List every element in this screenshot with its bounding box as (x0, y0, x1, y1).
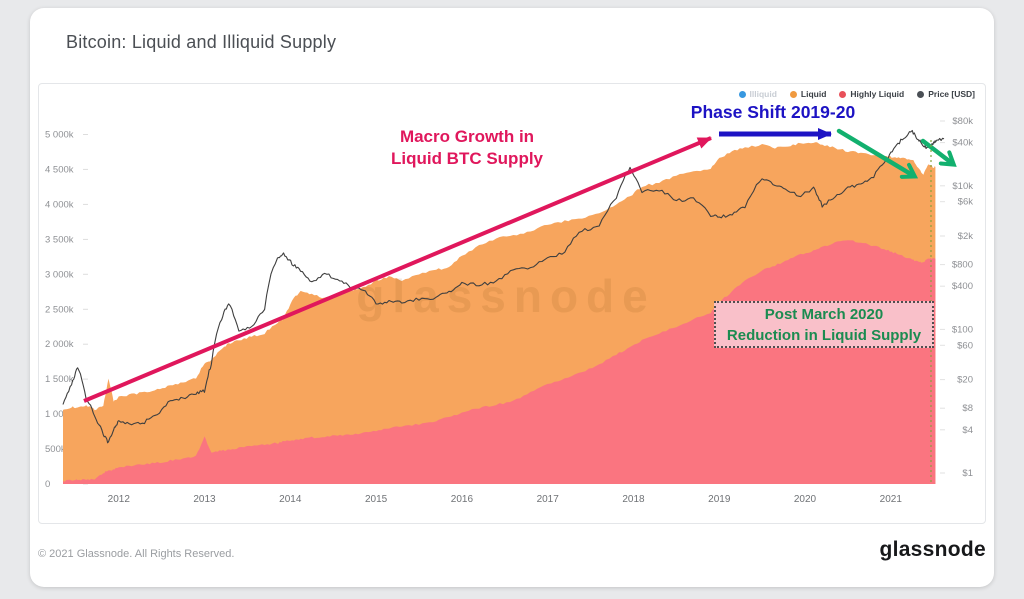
x-axis-tick: 2012 (108, 494, 131, 505)
x-axis-tick: 2018 (622, 494, 645, 505)
left-axis-tick: 4 500k (45, 164, 74, 175)
legend-item-liquid[interactable]: Liquid (789, 89, 827, 99)
legend-item-highly-liquid[interactable]: Highly Liquid (839, 89, 904, 99)
right-axis-tick: $20 (957, 375, 973, 386)
highly-liquid-legend-label: Highly Liquid (850, 89, 905, 99)
annotation-post-march-box: Post March 2020 Reduction in Liquid Supp… (714, 301, 934, 348)
left-axis-tick: 2 000k (45, 339, 74, 350)
copyright-text: © 2021 Glassnode. All Rights Reserved. (38, 548, 235, 560)
highly-liquid-area (63, 240, 936, 484)
legend-item-illiquid[interactable]: Illiquid (738, 89, 777, 99)
annotation-macro-growth: Macro Growth in Liquid BTC Supply (367, 126, 567, 170)
price-usd-legend-label: Price [USD] (928, 89, 975, 99)
glassnode-logo: glassnode (879, 538, 986, 561)
right-axis-tick: $800 (952, 260, 973, 271)
chart-legend: Illiquid Liquid Highly Liquid Price [USD] (738, 89, 975, 99)
right-axis-tick: $40k (952, 138, 973, 149)
right-axis-tick: $6k (958, 197, 974, 208)
chart-panel: 0 500k 1 000k 1 500k 2 000k 2 500k 3 000k 3 500… (38, 83, 986, 524)
right-axis-tick: $8 (962, 403, 973, 414)
right-axis-tick: $2k (958, 231, 974, 242)
page-title: Bitcoin: Liquid and Illiquid Supply (66, 32, 337, 52)
x-axis-tick: 2014 (279, 494, 302, 505)
x-axis-tick: 2017 (537, 494, 560, 505)
annotation-macro-line1: Macro Growth in (399, 127, 535, 146)
x-axis-tick: 2016 (451, 494, 474, 505)
left-axis-tick: 1 000k (45, 409, 74, 420)
annotation-phase-shift: Phase Shift 2019-20 (690, 102, 856, 122)
annotation-post-march-line2: Reduction in Liquid Supply (726, 327, 922, 344)
liquid-legend-dot (789, 90, 797, 98)
left-axis-tick: 5 000k (45, 130, 74, 141)
left-axis-tick: 4 000k (45, 199, 74, 210)
highly-liquid-legend-dot (839, 90, 847, 98)
right-axis-tick: $60 (957, 340, 973, 351)
left-axis-tick: 3 000k (45, 269, 74, 280)
left-axis-tick: 500k (45, 444, 66, 455)
glassnode-watermark: glassnode (356, 270, 656, 322)
annotation-post-march-line1: Post March 2020 (764, 306, 884, 323)
illiquid-legend-dot (738, 90, 746, 98)
right-axis-tick: $80k (952, 116, 973, 127)
x-axis-tick: 2015 (365, 494, 388, 505)
annotation-macro-line2: Liquid BTC Supply (390, 149, 544, 168)
right-axis-tick: $400 (952, 281, 973, 292)
x-axis-tick: 2020 (794, 494, 817, 505)
illiquid-legend-label: Illiquid (749, 89, 777, 99)
chart-card: Bitcoin: Liquid and Illiquid Supply 0 500… (30, 8, 994, 587)
right-axis-tick: $10k (952, 181, 973, 192)
legend-item-price-usd[interactable]: Price [USD] (917, 89, 975, 99)
reduction-arrow-right (920, 138, 957, 167)
x-axis-tick: 2013 (193, 494, 216, 505)
left-axis-tick: 0 (45, 479, 50, 490)
chart-svg: 0 500k 1 000k 1 500k 2 000k 2 500k 3 000k 3 500… (45, 116, 974, 505)
right-axis-tick: $4 (962, 425, 973, 436)
price-line (62, 129, 945, 444)
left-axis-tick: 2 500k (45, 304, 74, 315)
price-usd-legend-dot (917, 90, 925, 98)
reduction-arrow-left (836, 128, 919, 179)
macro-growth-arrow (83, 136, 712, 403)
right-axis-tick: $100 (952, 324, 973, 335)
liquid-legend-label: Liquid (800, 89, 827, 99)
left-axis-tick: 3 500k (45, 234, 74, 245)
left-axis-tick: 1 500k (45, 374, 74, 385)
right-axis-tick: $1 (962, 468, 973, 479)
x-axis-tick: 2019 (708, 494, 731, 505)
x-axis-tick: 2021 (880, 494, 903, 505)
